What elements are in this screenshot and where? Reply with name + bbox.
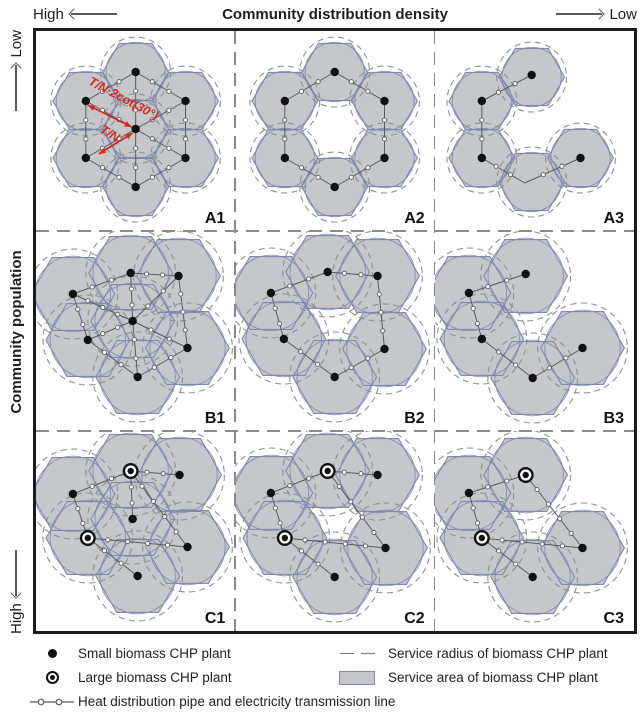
matrix-cell-b2: B2 [235, 231, 434, 431]
matrix-cell-c3: C3 [434, 431, 634, 631]
grid-divider-horizontal [36, 430, 634, 432]
left-axis-title: Community population [7, 250, 25, 414]
grid-divider-vertical [433, 31, 436, 631]
cell-label: C3 [603, 610, 624, 627]
cluster-diagram-c3 [434, 431, 628, 623]
cell-label: A2 [404, 210, 425, 227]
service-radius-icon [326, 653, 388, 654]
top-axis-low: Low [556, 6, 637, 23]
arrow-right-icon [15, 64, 17, 111]
cell-label: A3 [603, 210, 624, 227]
top-axis: High Community distribution density Low [33, 0, 637, 28]
matrix-grid: T/N·2cot(30°) T/N A1 A2 A3 B1 B2 B3 C1 [33, 28, 637, 634]
matrix-cell-c2: C2 [235, 431, 434, 631]
cluster-diagram-a2 [249, 36, 421, 223]
left-axis-low: Low [8, 30, 25, 111]
cluster-diagram-b2 [235, 231, 431, 423]
left-axis-high-label: High [7, 603, 25, 634]
grid-divider-vertical [234, 31, 237, 631]
matrix-cell-a1: T/N·2cot(30°) T/N A1 [36, 31, 235, 231]
matrix-cell-a2: A2 [235, 31, 434, 231]
matrix-cell-c1: C1 [36, 431, 235, 631]
left-axis-high: High [8, 550, 25, 634]
service-area-icon [326, 670, 388, 685]
small-plant-icon [26, 649, 78, 658]
top-axis-low-label: Low [609, 5, 637, 23]
cluster-diagram-c1 [36, 431, 233, 622]
large-plant-icon [26, 671, 78, 684]
cell-label: C1 [204, 610, 226, 627]
arrow-left-icon [15, 550, 17, 597]
legend-label-pipe: Heat distribution pipe and electricity t… [78, 694, 396, 709]
legend: Small biomass CHP plant Service radius o… [0, 640, 640, 709]
legend-label-service-area: Service area of biomass CHP plant [388, 670, 598, 685]
grid-divider-horizontal [36, 229, 634, 232]
arrow-left-icon [70, 13, 117, 15]
left-axis: High Community population Low [2, 30, 30, 634]
top-axis-title: Community distribution density [222, 5, 448, 23]
matrix-cell-b1: B1 [36, 231, 235, 431]
top-axis-high-label: High [33, 5, 64, 23]
cell-label: C2 [404, 610, 425, 627]
cluster-diagram-a1: T/N·2cot(30°)T/N [50, 36, 221, 223]
cluster-diagram-b1 [36, 231, 233, 423]
matrix-cell-a3: A3 [435, 31, 634, 231]
cell-label: A1 [204, 210, 226, 227]
cell-label: B2 [404, 410, 425, 427]
left-axis-low-label: Low [7, 30, 25, 58]
arrow-right-icon [556, 13, 603, 15]
legend-label-small-plant: Small biomass CHP plant [78, 646, 231, 661]
matrix-cell-b3: B3 [434, 231, 634, 431]
pipe-icon [26, 696, 78, 708]
cluster-diagram-a3 [446, 41, 616, 218]
cluster-diagram-c2 [235, 431, 432, 623]
legend-label-large-plant: Large biomass CHP plant [78, 670, 232, 685]
top-axis-high: High [33, 6, 117, 23]
cell-label: B3 [603, 410, 624, 427]
cell-label: B1 [204, 410, 226, 427]
legend-label-service-radius: Service radius of biomass CHP plant [388, 646, 608, 661]
cluster-diagram-b3 [434, 231, 628, 424]
